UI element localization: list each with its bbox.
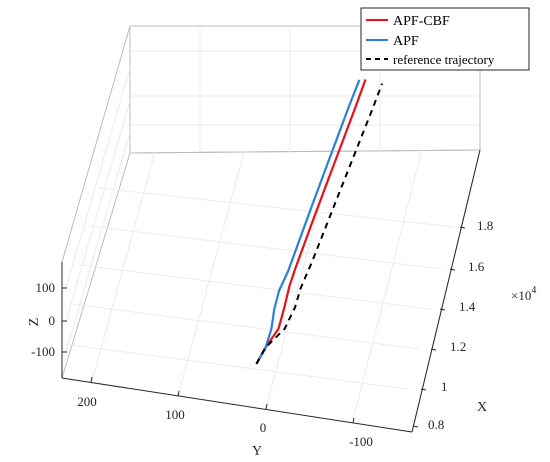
x-tick-mark-1.2 bbox=[430, 348, 437, 351]
y-tick-mark-0 bbox=[265, 403, 268, 410]
grid-floor-x-1 bbox=[63, 343, 408, 390]
z-tick-label: 0 bbox=[49, 313, 56, 328]
x-ticks: 0.8 1 1.2 1.4 1.6 1.8 bbox=[412, 218, 493, 432]
grid-floor-y-4 bbox=[352, 149, 423, 421]
grid-floor-x-2 bbox=[71, 303, 420, 350]
y-tick-label: 0 bbox=[260, 420, 267, 435]
grid-z-left-1 bbox=[65, 67, 131, 289]
y-tick-label: 200 bbox=[77, 394, 97, 409]
series-line-apf-cbf bbox=[255, 79, 367, 365]
legend-label-apf: APF bbox=[393, 34, 419, 49]
grid-floor-y-2 bbox=[177, 151, 245, 397]
x-exponent-label: ×104 bbox=[511, 285, 536, 303]
legend: APF-CBF APF reference trajectory bbox=[360, 7, 530, 71]
x-axis-line bbox=[411, 149, 481, 433]
y-axis-line bbox=[61, 377, 413, 433]
y-tick-label: 100 bbox=[165, 407, 185, 422]
x-tick-label: 1.8 bbox=[477, 218, 493, 233]
y-ticks: 200 100 0 -100 bbox=[77, 376, 373, 449]
y-tick-mark-100 bbox=[177, 390, 180, 397]
z-tick-label: -100 bbox=[31, 344, 55, 359]
legend-box bbox=[360, 7, 530, 71]
x-tick-mark-1.4 bbox=[439, 308, 446, 311]
x-axis-label: X bbox=[477, 400, 487, 415]
grid-lines bbox=[63, 26, 480, 421]
grid-floor-x-5 bbox=[97, 187, 455, 228]
z-axis-label: Z bbox=[27, 318, 42, 327]
x-tick-mark-1.6 bbox=[449, 268, 456, 271]
x-tick-label: 1 bbox=[441, 379, 448, 394]
grid-z-left-2 bbox=[65, 100, 131, 322]
x-tick-label: 1.4 bbox=[459, 299, 476, 314]
y-axis-label: Y bbox=[252, 444, 262, 459]
y-tick-mark-minus100 bbox=[352, 417, 355, 424]
series-line-reference-trajectory bbox=[255, 83, 384, 365]
grid-floor-y-1 bbox=[90, 151, 156, 386]
legend-label-reference: reference trajectory bbox=[393, 52, 495, 67]
floor-back-edge bbox=[129, 149, 481, 154]
grid-floor-x-4 bbox=[88, 225, 443, 270]
grid-floor-x-3 bbox=[79, 264, 431, 310]
series-line-apf bbox=[255, 79, 361, 365]
z-tick-label: 100 bbox=[36, 280, 56, 295]
x-tick-mark-0.8 bbox=[412, 425, 419, 428]
x-tick-label: 1.2 bbox=[450, 339, 466, 354]
x-tick-mark-1.8 bbox=[459, 226, 466, 229]
back-wall-left bbox=[61, 25, 131, 379]
z-ticks: 100 0 -100 bbox=[31, 280, 67, 359]
x-tick-label: 1.6 bbox=[468, 259, 485, 274]
x-tick-mark-1 bbox=[420, 388, 427, 391]
x-tick-label: 0.8 bbox=[428, 417, 444, 432]
y-tick-label: -100 bbox=[349, 434, 373, 449]
grid-z-left-3 bbox=[65, 131, 131, 353]
legend-label-apf-cbf: APF-CBF bbox=[393, 14, 450, 29]
y-tick-mark-200 bbox=[90, 376, 93, 383]
trajectory-series bbox=[255, 79, 384, 365]
